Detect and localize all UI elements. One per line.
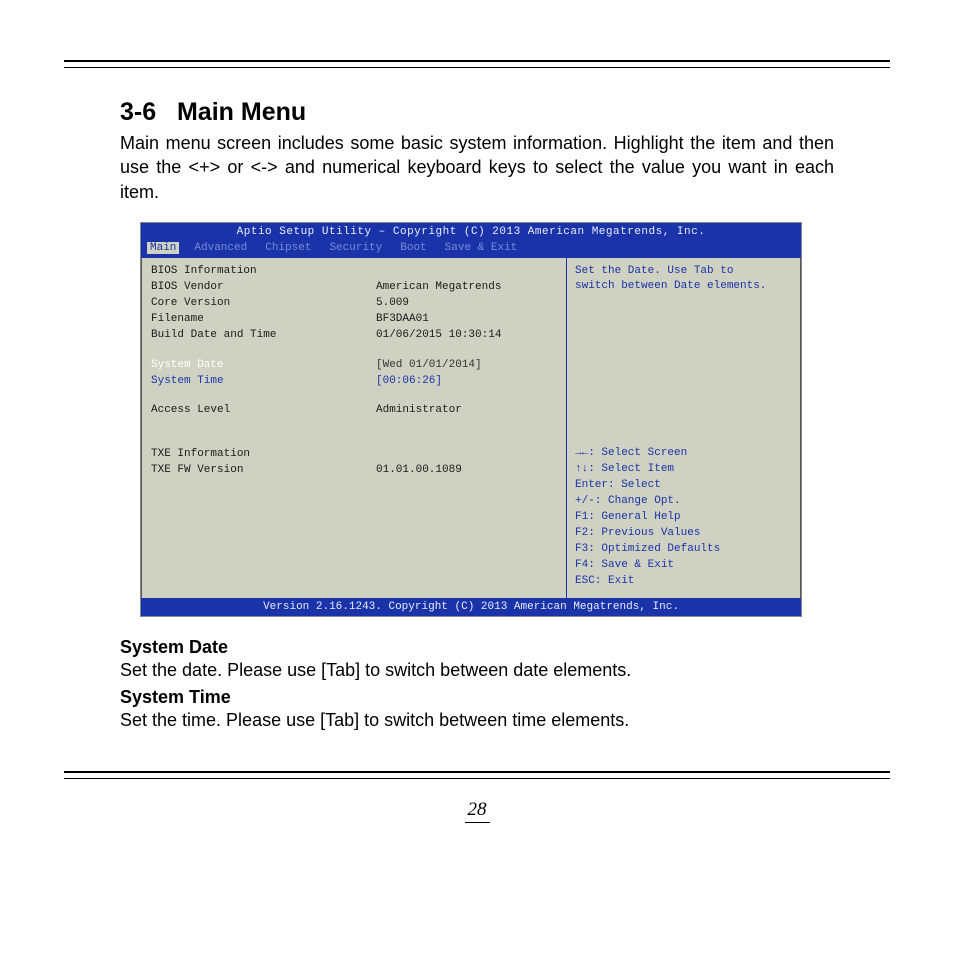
bios-key-line: F1: General Help (575, 510, 793, 526)
bios-tab-security[interactable]: Security (326, 242, 385, 254)
desc-system-time: Set the time. Please use [Tab] to switch… (120, 710, 834, 731)
header-rule (64, 60, 890, 68)
bios-screenshot: Aptio Setup Utility – Copyright (C) 2013… (140, 222, 802, 617)
bios-row-access: Access Level Administrator (151, 403, 558, 419)
footer-rule (64, 771, 890, 779)
bios-txe-heading: TXE Information (151, 447, 558, 463)
bios-tab-advanced[interactable]: Advanced (191, 242, 250, 254)
content-area: 3-6 Main Menu Main menu screen includes … (120, 98, 834, 731)
subtitle-system-time: System Time (120, 687, 834, 708)
bios-hint: Set the Date. Use Tab to switch between … (575, 264, 793, 295)
bios-key-line: →←: Select Screen (575, 446, 793, 462)
bios-key-line: ↑↓: Select Item (575, 462, 793, 478)
bios-right-panel: Set the Date. Use Tab to switch between … (567, 258, 801, 598)
bios-tab-chipset[interactable]: Chipset (262, 242, 314, 254)
section-title: Main Menu (177, 98, 306, 126)
intro-paragraph: Main menu screen includes some basic sys… (120, 131, 834, 204)
bios-key-line: F2: Previous Values (575, 526, 793, 542)
subtitle-system-date: System Date (120, 637, 834, 658)
section-heading: 3-6 Main Menu (120, 98, 834, 127)
bios-key-line: F3: Optimized Defaults (575, 542, 793, 558)
bios-key-line: ESC: Exit (575, 574, 793, 590)
bios-row-system-date[interactable]: System Date [Wed 01/01/2014] (151, 358, 558, 374)
bios-info-heading: BIOS Information (151, 264, 558, 280)
bios-row-build: Build Date and Time 01/06/2015 10:30:14 (151, 328, 558, 344)
page-number: 28 (0, 799, 954, 823)
bios-key-line: Enter: Select (575, 478, 793, 494)
bios-tab-strip: Main Advanced Chipset Security Boot Save… (141, 240, 801, 257)
bios-left-panel: BIOS Information BIOS Vendor American Me… (141, 258, 567, 598)
bios-row-system-time[interactable]: System Time [00:06:26] (151, 374, 558, 390)
bios-footer: Version 2.16.1243. Copyright (C) 2013 Am… (141, 598, 801, 616)
bios-body: BIOS Information BIOS Vendor American Me… (141, 257, 801, 598)
section-number: 3-6 (120, 98, 156, 126)
bios-row-filename: Filename BF3DAA01 (151, 312, 558, 328)
bios-key-help: →←: Select Screen ↑↓: Select Item Enter:… (575, 446, 793, 589)
bios-tab-save-exit[interactable]: Save & Exit (442, 242, 521, 254)
document-page: 3-6 Main Menu Main menu screen includes … (0, 0, 954, 863)
bios-key-line: F4: Save & Exit (575, 558, 793, 574)
bios-tab-main[interactable]: Main (147, 242, 179, 254)
bios-row-vendor: BIOS Vendor American Megatrends (151, 280, 558, 296)
bios-title-bar: Aptio Setup Utility – Copyright (C) 2013… (141, 223, 801, 240)
desc-system-date: Set the date. Please use [Tab] to switch… (120, 660, 834, 681)
bios-row-core: Core Version 5.009 (151, 296, 558, 312)
bios-row-txefw: TXE FW Version 01.01.00.1089 (151, 463, 558, 479)
bios-key-line: +/-: Change Opt. (575, 494, 793, 510)
bios-tab-boot[interactable]: Boot (397, 242, 429, 254)
